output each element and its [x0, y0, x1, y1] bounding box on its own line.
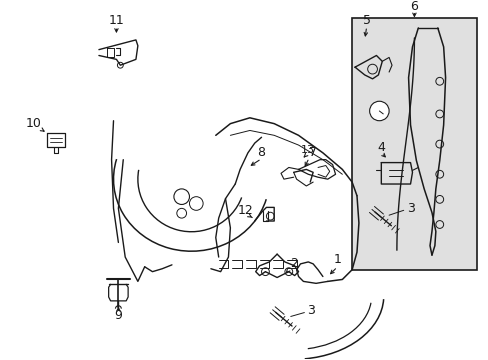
Text: 12: 12: [238, 204, 253, 217]
Circle shape: [369, 101, 388, 121]
Text: 13: 13: [301, 145, 315, 155]
Text: 2: 2: [289, 257, 297, 270]
Text: 7: 7: [308, 147, 317, 159]
Text: 3: 3: [406, 202, 414, 215]
Bar: [351, 18, 476, 270]
Text: 5: 5: [362, 14, 370, 27]
Text: 3: 3: [306, 304, 314, 317]
Text: 10: 10: [26, 117, 41, 130]
Text: 11: 11: [108, 14, 124, 27]
Text: 1: 1: [333, 253, 341, 266]
Text: 6: 6: [409, 0, 418, 13]
Text: 9: 9: [114, 309, 122, 322]
Text: 4: 4: [377, 140, 385, 153]
Text: 8: 8: [257, 147, 265, 159]
